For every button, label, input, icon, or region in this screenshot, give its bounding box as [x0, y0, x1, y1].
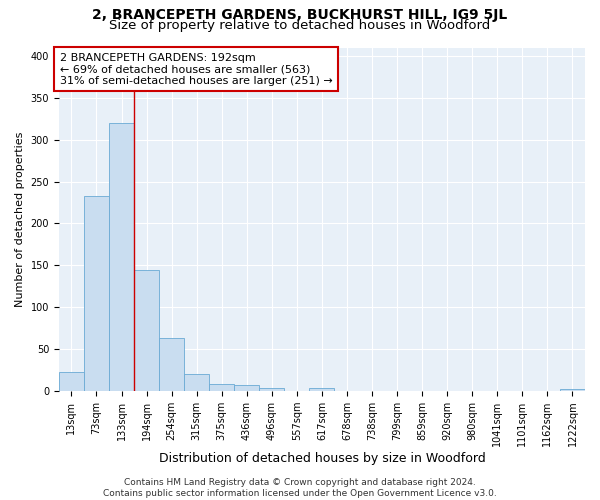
Bar	[184, 374, 209, 391]
Bar	[560, 390, 585, 391]
Text: Size of property relative to detached houses in Woodford: Size of property relative to detached ho…	[109, 18, 491, 32]
Text: 2 BRANCEPETH GARDENS: 192sqm
← 69% of detached houses are smaller (563)
31% of s: 2 BRANCEPETH GARDENS: 192sqm ← 69% of de…	[60, 52, 333, 86]
Bar	[134, 270, 159, 391]
X-axis label: Distribution of detached houses by size in Woodford: Distribution of detached houses by size …	[158, 452, 485, 465]
Text: 2, BRANCEPETH GARDENS, BUCKHURST HILL, IG9 5JL: 2, BRANCEPETH GARDENS, BUCKHURST HILL, I…	[92, 8, 508, 22]
Bar	[59, 372, 84, 391]
Bar	[159, 338, 184, 391]
Bar	[259, 388, 284, 391]
Bar	[109, 123, 134, 391]
Bar	[209, 384, 234, 391]
Bar	[310, 388, 334, 391]
Bar	[84, 196, 109, 391]
Y-axis label: Number of detached properties: Number of detached properties	[15, 132, 25, 307]
Text: Contains HM Land Registry data © Crown copyright and database right 2024.
Contai: Contains HM Land Registry data © Crown c…	[103, 478, 497, 498]
Bar	[234, 385, 259, 391]
